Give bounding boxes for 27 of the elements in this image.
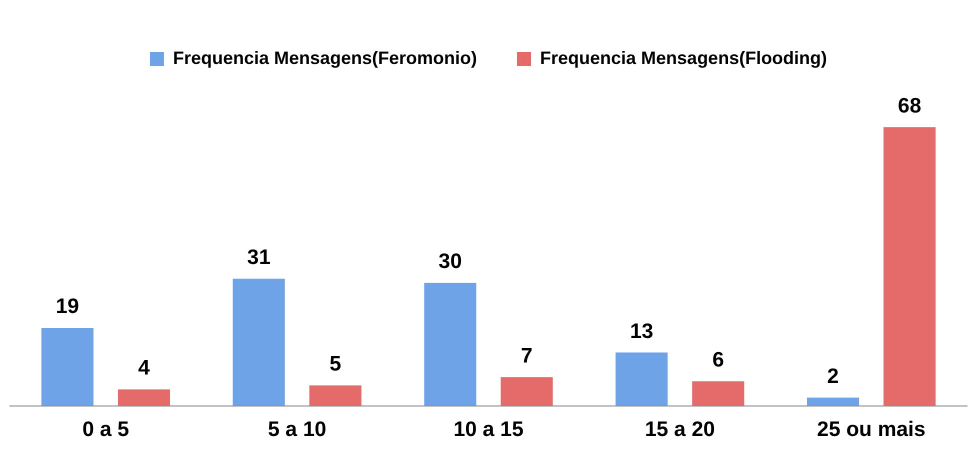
bar: [309, 385, 362, 406]
bar: [616, 352, 668, 406]
data-label: 4: [138, 356, 150, 380]
x-tick-label: 0 a 5: [82, 418, 130, 442]
data-label: 6: [712, 348, 724, 372]
data-label: 31: [247, 246, 271, 270]
data-label: 19: [56, 295, 80, 318]
x-tick-label: 25 ou mais: [817, 418, 926, 442]
data-label: 2: [827, 364, 839, 388]
bar: [806, 398, 860, 406]
bar: [232, 278, 285, 406]
x-tick-label: 5 a 10: [268, 418, 326, 442]
data-label: 68: [898, 94, 922, 118]
x-tick-label: 15 a 20: [644, 418, 715, 442]
x-tick-label: 10 a 15: [453, 418, 524, 442]
bar: [424, 282, 476, 406]
data-label: 7: [520, 344, 533, 368]
data-label: 13: [630, 320, 654, 343]
legend-label: Frequencia Mensagens(Feromonio): [172, 48, 478, 68]
bar: [500, 377, 553, 406]
bar: [41, 328, 94, 406]
data-label: 30: [438, 250, 462, 274]
legend-label: Frequencia Mensagens(Flooding): [540, 48, 828, 68]
bar: [118, 389, 170, 406]
bar: [884, 127, 936, 406]
bar: [692, 381, 744, 406]
data-label: 5: [330, 352, 342, 376]
